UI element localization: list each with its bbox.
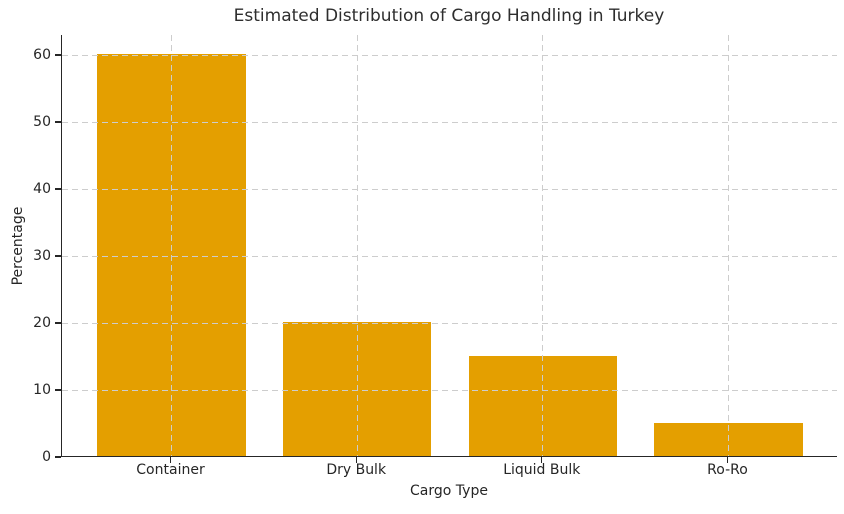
x-tick-label-3: Liquid Bulk [503,462,581,478]
x-tick-mark-1 [169,457,172,463]
y-tick-label-30: 30 [33,247,51,264]
plot-area [61,35,837,457]
v-gridline-1 [171,35,172,456]
x-tick-mark-4 [726,457,729,463]
v-gridline-3 [542,35,544,456]
y-tick-label-10: 10 [33,381,51,398]
y-tick-label-0: 0 [42,448,51,465]
y-tick-mark-40 [55,188,61,190]
h-gridline-40 [62,188,837,190]
h-gridline-30 [62,255,837,257]
y-tick-mark-0 [55,456,61,458]
x-axis-label: Cargo Type [410,483,488,499]
x-tick-label-4: Ro-Ro [707,462,748,478]
y-tick-mark-50 [55,121,61,123]
y-tick-label-50: 50 [33,113,51,130]
x-tick-label-2: Dry Bulk [326,462,387,478]
y-tick-label-20: 20 [33,314,51,331]
y-tick-mark-60 [55,54,61,56]
x-tick-mark-2 [355,457,357,463]
v-gridline-2 [356,35,358,456]
h-gridline-50 [62,121,837,123]
h-gridline-20 [62,322,837,324]
y-tick-mark-10 [55,389,61,391]
y-tick-mark-20 [55,322,61,324]
h-gridline-60 [62,54,837,56]
y-tick-label-60: 60 [33,46,51,63]
y-tick-label-40: 40 [33,180,51,197]
chart-title: Estimated Distribution of Cargo Handling… [233,6,665,26]
y-tick-mark-30 [55,255,61,257]
y-axis-label: Percentage [10,206,26,286]
x-tick-label-1: Container [136,462,205,478]
h-gridline-10 [62,389,837,391]
v-gridline-4 [728,35,729,456]
x-tick-mark-3 [541,457,543,463]
